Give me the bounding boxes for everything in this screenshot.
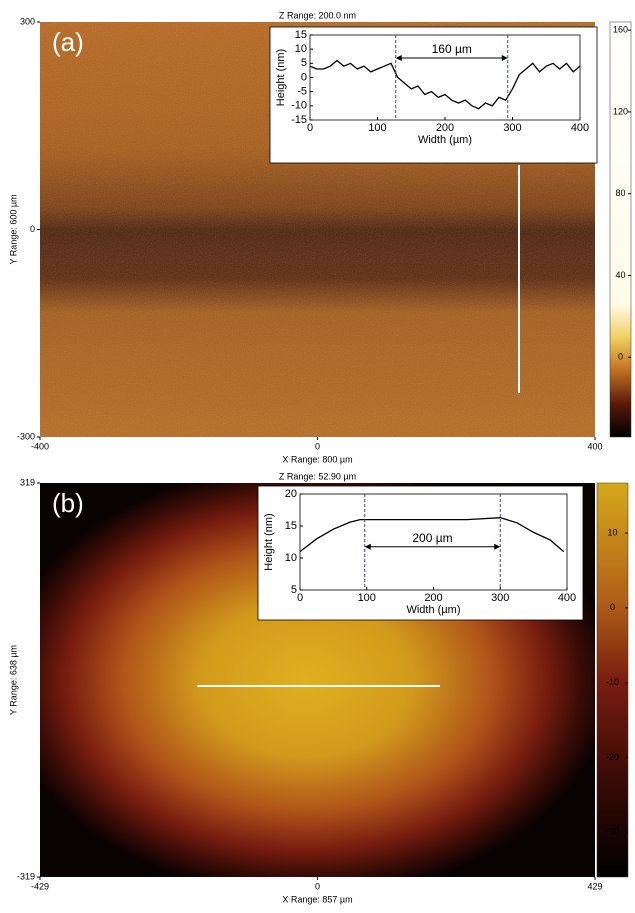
colorbar-tick-label: 0 <box>610 602 615 612</box>
title: Z Range: 52.90 µm <box>279 471 356 481</box>
x-tick-label: 0 <box>297 592 303 604</box>
x-tick-label: 0 <box>315 881 320 891</box>
y-tick-label: 300 <box>20 16 35 26</box>
x-axis-label: X Range: 857 µm <box>282 894 352 904</box>
y-tick-label: 20 <box>285 488 297 500</box>
title: Z Range: 200.0 nm <box>279 10 356 20</box>
colorbar-tick-label: 160 <box>613 25 628 35</box>
x-tick-label: 200 <box>436 122 454 134</box>
inset: 0 100 200 300 400 5 10 15 20 Width (µm) Height (nm… <box>258 486 583 620</box>
panel-label: (a) <box>52 27 84 57</box>
colorbar-tick-label: 40 <box>615 270 625 280</box>
y-tick-label: -10 <box>291 100 307 112</box>
x-axis-label: X Range: 800 µm <box>282 454 352 464</box>
x-tick-label: 0 <box>315 441 320 451</box>
y-tick-label: 5 <box>291 584 297 596</box>
y-tick-label: 319 <box>20 477 35 487</box>
x-tick-label: -429 <box>31 881 49 891</box>
x-tick-label: 300 <box>503 122 521 134</box>
y-tick-label: -319 <box>17 871 35 881</box>
colorbar-tick-label: 80 <box>615 188 625 198</box>
x-tick-label: 429 <box>587 881 602 891</box>
colorbar-tick-label: -20 <box>606 752 619 762</box>
x-tick-label: 400 <box>571 122 589 134</box>
y-tick-label: -300 <box>17 431 35 441</box>
y-tick-label: 0 <box>30 224 35 234</box>
colorbar <box>610 22 631 437</box>
panel-label: (b) <box>52 488 84 518</box>
colorbar-tick-label: 120 <box>613 106 628 116</box>
colorbar-tick-label: -10 <box>606 677 619 687</box>
y-tick-label: 10 <box>285 552 297 564</box>
y-tick-label: 5 <box>301 57 307 69</box>
x-tick-label: 0 <box>307 122 313 134</box>
span-label: 200 µm <box>412 531 452 545</box>
x-tick-label: 100 <box>368 122 386 134</box>
x-tick-label: 200 <box>424 592 442 604</box>
x-tick-label: 400 <box>558 592 576 604</box>
colorbar-tick-label: -30 <box>606 827 619 837</box>
y-tick-label: 15 <box>285 520 297 532</box>
y-tick-label: 10 <box>295 43 307 55</box>
span-label: 160 µm <box>432 42 472 56</box>
y-axis-label: Height (nm) <box>263 513 275 570</box>
inset-frame <box>258 486 583 620</box>
x-tick-label: -400 <box>31 441 49 451</box>
y-axis-label: Height (nm) <box>275 49 287 106</box>
y-tick-label: 0 <box>301 71 307 83</box>
y-tick-label: 15 <box>295 29 307 41</box>
x-tick-label: 300 <box>491 592 509 604</box>
colorbar-tick-label: 0 <box>618 352 623 362</box>
x-axis-label: Width (µm) <box>418 134 472 146</box>
x-axis-label: Width (µm) <box>406 604 460 616</box>
x-tick-label: 100 <box>358 592 376 604</box>
y-tick-label: -15 <box>291 114 307 126</box>
y-axis-label: Y Range: 600 µm <box>8 194 18 264</box>
figure: Z Range: 200.0 nm (a) X Range: 800 µm Y Ran… <box>0 0 635 913</box>
inset: 0 100 200 300 400 -15 -10 -5 0 5 10 15 Width (µm) Hei… <box>270 27 597 163</box>
x-tick-label: 400 <box>587 441 602 451</box>
colorbar-tick-label: 10 <box>607 527 617 537</box>
y-tick-label: -5 <box>297 86 307 98</box>
y-axis-label: Y Range: 638 µm <box>8 645 18 715</box>
